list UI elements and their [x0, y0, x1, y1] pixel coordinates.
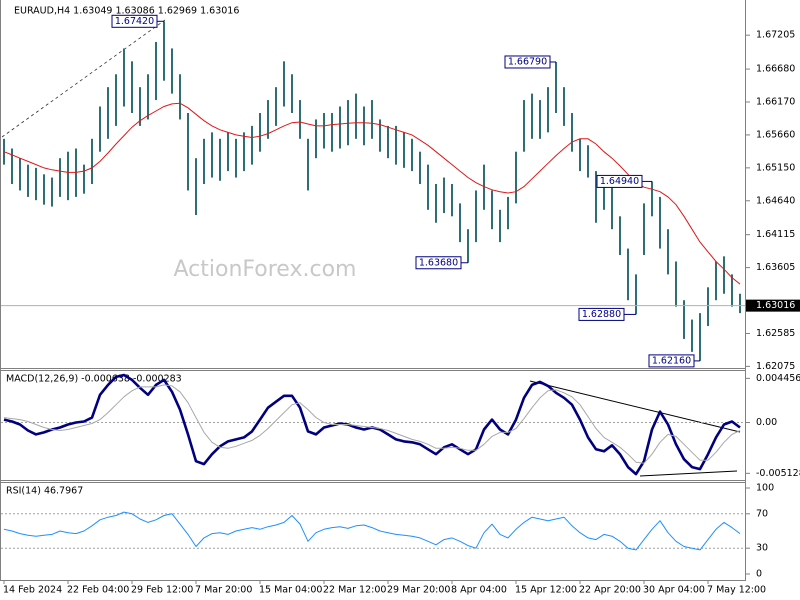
indicator-line	[3, 511, 741, 551]
x-tick-label: 7 Mar 20:00	[195, 585, 252, 596]
x-tick-label: 7 May 12:00	[707, 585, 766, 596]
annotation-label: 1.62160	[652, 355, 691, 366]
y-tick-label: 1.64640	[756, 195, 795, 206]
x-tick-label: 14 Feb 2024	[3, 585, 62, 596]
chart-title: EURAUD,H4 1.63049 1.63086 1.62969 1.6301…	[14, 6, 239, 17]
y-tick-label: 1.66170	[756, 97, 795, 108]
annotation-label: 1.66790	[508, 56, 547, 67]
x-tick-label: 29 Feb 12:00	[131, 585, 193, 596]
trend-line	[639, 470, 738, 477]
annotation-box	[111, 14, 158, 28]
annotation-box	[578, 307, 625, 321]
annotation-box	[504, 55, 551, 69]
last-price-box	[746, 299, 800, 312]
watermark: ActionForex.com	[174, 257, 357, 282]
y-tick-label: 1.62075	[756, 361, 795, 372]
y-tick-label: 0	[756, 569, 762, 580]
panel-title: RSI(14) 46.7967	[6, 486, 83, 497]
annotation-label: 1.64940	[600, 176, 639, 187]
moving-average	[3, 102, 741, 285]
annotation-box	[415, 256, 462, 270]
x-tick-label: 22 Mar 12:00	[323, 585, 386, 596]
y-tick-label: -0.005128	[756, 468, 800, 479]
x-tick-label: 30 Apr 04:00	[643, 585, 705, 596]
annotation-box	[648, 354, 695, 368]
x-tick-label: 15 Mar 04:00	[259, 585, 322, 596]
y-tick-label: 70	[756, 508, 768, 519]
annotation-label: 1.67420	[115, 16, 154, 27]
annotation-label: 1.63680	[419, 257, 458, 268]
y-tick-label: 1.63605	[756, 262, 795, 273]
y-tick-label: 1.62585	[756, 328, 795, 339]
y-tick-label: 30	[756, 543, 768, 554]
trend-line	[529, 380, 741, 433]
annotation-box	[596, 174, 643, 188]
x-tick-label: 22 Apr 20:00	[579, 585, 641, 596]
y-tick-label: 100	[756, 483, 774, 494]
x-tick-label: 22 Feb 04:00	[67, 585, 129, 596]
y-tick-label: 0.00	[756, 417, 777, 428]
indicator-line	[3, 384, 741, 464]
y-tick-label: 0.004456	[756, 373, 800, 384]
y-tick-label: 1.64115	[756, 229, 795, 240]
last-price-label: 1.63016	[756, 300, 795, 311]
y-tick-label: 1.66680	[756, 64, 795, 75]
y-tick-label: 1.65660	[756, 129, 795, 140]
y-tick-label: 1.65150	[756, 162, 795, 173]
x-tick-label: 29 Mar 20:00	[387, 585, 450, 596]
x-tick-label: 15 Apr 12:00	[515, 585, 577, 596]
annotation-label: 1.62880	[582, 309, 621, 320]
y-tick-label: 1.67205	[756, 30, 795, 41]
panel-title: MACD(12,26,9) -0.000638 -0.000283	[6, 374, 182, 385]
x-tick-label: 8 Apr 04:00	[451, 585, 507, 596]
